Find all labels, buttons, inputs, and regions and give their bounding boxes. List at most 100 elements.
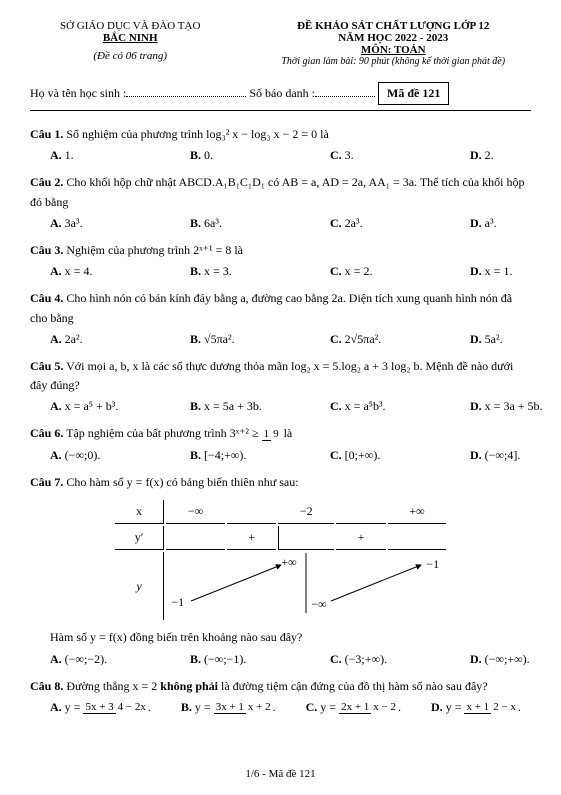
question-2: Câu 2. Cho khối hộp chữ nhật ABCD.A₁B₁C₁…	[30, 173, 531, 233]
q6-opt-d: D. (−∞;4].	[470, 446, 550, 465]
q6-opt-a: A. (−∞;0).	[50, 446, 130, 465]
province: BẮC NINH	[103, 32, 158, 44]
q2-opt-c: C. 2a³.	[330, 214, 410, 233]
q6-text-post: là	[281, 426, 293, 440]
question-1: Câu 1. Số nghiệm của phương trình log₃² …	[30, 125, 531, 165]
page-header: SỞ GIÁO DỤC VÀ ĐÀO TẠO BẮC NINH (Đề có 0…	[30, 20, 531, 67]
question-5: Câu 5. Với mọi a, b, x là các số thực dư…	[30, 357, 531, 417]
q4-text: Cho hình nón có bán kính đáy bằng a, đườ…	[30, 291, 512, 324]
yp-plus1: +	[227, 526, 277, 550]
q1-text: Số nghiệm của phương trình log₃² x − log…	[63, 127, 328, 141]
q6-text-pre: Tập nghiệm của bất phương trình 3ˣ⁺² ≥	[63, 426, 261, 440]
q7-label: Câu 7.	[30, 475, 63, 489]
q7-table: x −∞ −2 +∞ y′ + + y	[30, 498, 531, 622]
q2-opt-d: D. a³.	[470, 214, 550, 233]
q8-text: Đường thẳng x = 2 không phải là đường ti…	[66, 679, 487, 693]
q5-opt-b: B. x = 5a + 3b.	[190, 397, 270, 416]
exam-title: ĐỀ KHẢO SÁT CHẤT LƯỢNG LỚP 12	[255, 20, 531, 32]
q3-opt-c: C. x = 2.	[330, 262, 410, 281]
q6-options: A. (−∞;0). B. [−4;+∞). C. [0;+∞). D. (−∞…	[50, 446, 531, 465]
question-3: Câu 3. Nghiệm của phương trình 2ˣ⁺¹ = 8 …	[30, 241, 531, 281]
q6-label: Câu 6.	[30, 426, 63, 440]
q3-options: A. x = 4. B. x = 3. C. x = 2. D. x = 1.	[50, 262, 531, 281]
q4-options: A. 2a². B. √5πa². C. 2√5πa². D. 5a².	[50, 330, 531, 349]
q6-frac: 19	[262, 426, 281, 444]
th-x: x	[115, 500, 165, 524]
student-info-line: Họ và tên học sinh : Số báo danh : Mã đề…	[30, 82, 531, 105]
question-7: Câu 7. Cho hàm số y = f(x) có bảng biến …	[30, 473, 531, 669]
yp-plus2: +	[336, 526, 386, 550]
q7-options: A. (−∞;−2). B. (−∞;−1). C. (−3;+∞). D. (…	[50, 650, 531, 669]
q6-opt-b: B. [−4;+∞).	[190, 446, 270, 465]
question-8: Câu 8. Đường thẳng x = 2 không phải là đ…	[30, 677, 531, 717]
q7-opt-a: A. (−∞;−2).	[50, 650, 130, 669]
q3-opt-b: B. x = 3.	[190, 262, 270, 281]
q8-opt-d: D. y = x + 12 − x.	[431, 698, 521, 717]
q4-opt-a: A. 2a².	[50, 330, 130, 349]
q1-opt-b: B. 0.	[190, 146, 270, 165]
q3-opt-a: A. x = 4.	[50, 262, 130, 281]
q1-opt-c: C. 3.	[330, 146, 410, 165]
y-ninf: −∞	[311, 595, 326, 614]
q2-text: Cho khối hộp chữ nhật ABCD.A₁B₁C₁D₁ có A…	[30, 175, 524, 208]
divider	[30, 110, 531, 111]
q1-opt-d: D. 2.	[470, 146, 550, 165]
variation-table: x −∞ −2 +∞ y′ + + y	[113, 498, 449, 622]
sbd-label: Số báo danh :	[249, 86, 315, 100]
y-neg1-left: −1	[171, 593, 184, 612]
q8-opt-b: B. y = 3x + 1x + 2.	[181, 698, 276, 717]
q3-opt-d: D. x = 1.	[470, 262, 550, 281]
th-y: y	[115, 552, 165, 620]
q8-opt-c: C. y = 2x + 1x − 2.	[306, 698, 401, 717]
question-4: Câu 4. Cho hình nón có bán kính đáy bằng…	[30, 289, 531, 349]
q4-label: Câu 4.	[30, 291, 63, 305]
q5-opt-c: C. x = a⁵b³.	[330, 397, 410, 416]
q4-opt-b: B. √5πa².	[190, 330, 270, 349]
q2-opt-a: A. 3a³.	[50, 214, 130, 233]
duration: Thời gian làm bài: 90 phút (không kể thờ…	[255, 56, 531, 67]
page-footer: 1/6 - Mã đề 121	[0, 768, 561, 780]
y-neg1-right: −1	[426, 555, 439, 574]
q8-options: A. y = 5x + 34 − 2x. B. y = 3x + 1x + 2.…	[50, 698, 531, 717]
q5-label: Câu 5.	[30, 359, 63, 373]
q3-text: Nghiệm của phương trình 2ˣ⁺¹ = 8 là	[63, 243, 243, 257]
page-count: (Đề có 06 trang)	[30, 50, 230, 62]
q7-text: Cho hàm số y = f(x) có bảng biến thiên n…	[63, 475, 298, 489]
header-right: ĐỀ KHẢO SÁT CHẤT LƯỢNG LỚP 12 NĂM HỌC 20…	[255, 20, 531, 67]
q3-label: Câu 3.	[30, 243, 63, 257]
q4-opt-c: C. 2√5πa².	[330, 330, 410, 349]
q5-options: A. x = a⁵ + b³. B. x = 5a + 3b. C. x = a…	[50, 397, 531, 416]
q2-opt-b: B. 6a³.	[190, 214, 270, 233]
subject: MÔN: TOÁN	[361, 44, 426, 56]
x-pinf: +∞	[388, 500, 447, 524]
org-name: SỞ GIÁO DỤC VÀ ĐÀO TẠO	[30, 20, 230, 32]
question-6: Câu 6. Tập nghiệm của bất phương trình 3…	[30, 424, 531, 464]
header-left: SỞ GIÁO DỤC VÀ ĐÀO TẠO BẮC NINH (Đề có 0…	[30, 20, 230, 67]
name-field	[126, 86, 246, 97]
q7-subtext: Hàm số y = f(x) đồng biến trên khoảng nà…	[50, 628, 531, 647]
q8-opt-a: A. y = 5x + 34 − 2x.	[50, 698, 151, 717]
q1-label: Câu 1.	[30, 127, 63, 141]
sbd-field	[315, 86, 375, 97]
x-neg2: −2	[278, 500, 334, 524]
q1-opt-a: A. 1.	[50, 146, 130, 165]
q1-options: A. 1. B. 0. C. 3. D. 2.	[50, 146, 531, 165]
q7-opt-b: B. (−∞;−1).	[190, 650, 270, 669]
q8-label: Câu 8.	[30, 679, 63, 693]
q2-options: A. 3a³. B. 6a³. C. 2a³. D. a³.	[50, 214, 531, 233]
q6-opt-c: C. [0;+∞).	[330, 446, 410, 465]
variation-diagram: −1 +∞ −∞ −1	[166, 553, 446, 613]
q5-text: Với mọi a, b, x là các số thực dương thỏ…	[30, 359, 513, 392]
y-pinf: +∞	[281, 553, 296, 572]
school-year: NĂM HỌC 2022 - 2023	[255, 32, 531, 44]
x-ninf: −∞	[166, 500, 225, 524]
th-yprime: y′	[115, 526, 165, 550]
q5-opt-d: D. x = 3a + 5b.	[470, 397, 550, 416]
q2-label: Câu 2.	[30, 175, 63, 189]
arrows-svg	[166, 553, 446, 613]
exam-code: Mã đề 121	[378, 82, 449, 105]
name-label: Họ và tên học sinh :	[30, 86, 126, 100]
q7-opt-d: D. (−∞;+∞).	[470, 650, 550, 669]
q7-opt-c: C. (−3;+∞).	[330, 650, 410, 669]
q4-opt-d: D. 5a².	[470, 330, 550, 349]
